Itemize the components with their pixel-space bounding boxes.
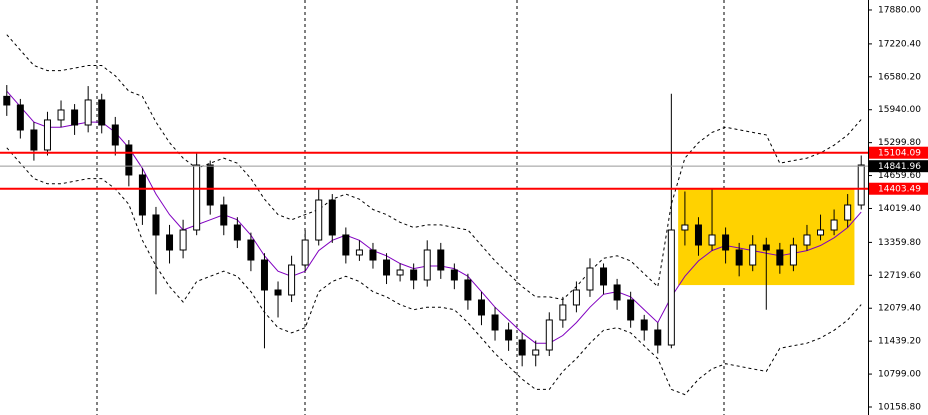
candle-body bbox=[179, 229, 187, 251]
candle-body bbox=[206, 164, 214, 206]
candle-body bbox=[545, 319, 553, 351]
candle-body bbox=[315, 199, 323, 241]
price-label: 14403.49 bbox=[878, 185, 921, 195]
candle-body bbox=[667, 229, 675, 346]
candle-body bbox=[559, 304, 567, 321]
candle-body bbox=[84, 99, 92, 126]
candle-body bbox=[681, 224, 689, 231]
candle-body bbox=[328, 199, 336, 236]
candle-body bbox=[749, 244, 757, 266]
y-tick-label: 13359.80 bbox=[878, 238, 921, 248]
y-tick-label: 16580.20 bbox=[878, 72, 921, 82]
axis-panel bbox=[868, 0, 928, 415]
candle-body bbox=[274, 289, 282, 296]
y-tick-label: 12719.60 bbox=[878, 271, 921, 281]
candle-body bbox=[586, 267, 594, 291]
candle-body bbox=[518, 339, 526, 356]
candle-body bbox=[125, 144, 133, 176]
candle-body bbox=[464, 279, 472, 301]
candle-body bbox=[43, 119, 51, 151]
y-tick-label: 12079.40 bbox=[878, 304, 921, 314]
candle-body bbox=[16, 104, 24, 131]
price-label-bg bbox=[869, 160, 928, 173]
candle-body bbox=[260, 259, 268, 291]
candle-body bbox=[803, 234, 811, 246]
candle-body bbox=[193, 164, 201, 231]
y-tick-label: 10158.80 bbox=[878, 402, 921, 412]
candle-body bbox=[166, 234, 174, 251]
candle-body bbox=[776, 249, 784, 266]
indicator-line bbox=[6, 90, 862, 344]
candle-body bbox=[789, 244, 797, 266]
candle-body bbox=[640, 319, 648, 331]
candle-body bbox=[830, 219, 838, 231]
candle-body bbox=[301, 239, 309, 266]
candle-body bbox=[477, 299, 485, 316]
candle-body bbox=[735, 249, 743, 266]
candle-body bbox=[437, 249, 445, 271]
candle-body bbox=[722, 234, 730, 251]
candle-body bbox=[627, 299, 635, 321]
y-tick-label: 17220.40 bbox=[878, 39, 921, 49]
y-tick-label: 17880.00 bbox=[878, 5, 921, 15]
candle-body bbox=[505, 329, 513, 341]
candle-body bbox=[152, 214, 160, 236]
candle-body bbox=[98, 99, 106, 126]
candle-body bbox=[654, 329, 662, 346]
y-tick-label: 14019.40 bbox=[878, 204, 921, 214]
candle-body bbox=[369, 249, 377, 261]
candle-body bbox=[220, 204, 228, 226]
candle-body bbox=[342, 234, 350, 256]
indicator-line bbox=[6, 147, 862, 396]
candle-body bbox=[613, 284, 621, 301]
candle-body bbox=[71, 109, 79, 126]
price-label-bg bbox=[869, 182, 928, 195]
y-tick-label: 10799.00 bbox=[878, 370, 921, 380]
y-tick-label: 15299.80 bbox=[878, 138, 921, 148]
y-tick-label: 14659.60 bbox=[878, 171, 921, 181]
y-tick-label: 15940.00 bbox=[878, 105, 921, 115]
candle-body bbox=[355, 249, 363, 256]
candle-body bbox=[491, 314, 499, 331]
candle-body bbox=[410, 269, 418, 281]
candle-body bbox=[572, 289, 580, 306]
candle-body bbox=[762, 244, 770, 251]
candle-body bbox=[138, 174, 146, 216]
candle-body bbox=[708, 234, 716, 246]
candle-body bbox=[288, 264, 296, 296]
candle-body bbox=[111, 124, 119, 146]
candle-body bbox=[600, 267, 608, 286]
price-label-bg bbox=[869, 146, 928, 159]
candle-body bbox=[857, 164, 865, 206]
candle-body bbox=[57, 109, 65, 121]
candle-body bbox=[233, 224, 241, 241]
price-label: 14841.96 bbox=[878, 162, 921, 172]
candle-body bbox=[532, 349, 540, 356]
candle-body bbox=[694, 224, 702, 246]
price-label: 15104.09 bbox=[878, 149, 921, 159]
candle-body bbox=[423, 249, 431, 281]
y-tick-label: 11439.20 bbox=[878, 337, 921, 347]
candle-body bbox=[844, 204, 852, 221]
candle-body bbox=[30, 129, 38, 151]
candle-body bbox=[247, 239, 255, 261]
indicator-line bbox=[6, 34, 862, 301]
candle-body bbox=[396, 269, 404, 276]
candle-body bbox=[450, 269, 458, 281]
candle-body bbox=[817, 229, 825, 236]
candle-body bbox=[3, 95, 11, 106]
candle-body bbox=[383, 259, 391, 276]
